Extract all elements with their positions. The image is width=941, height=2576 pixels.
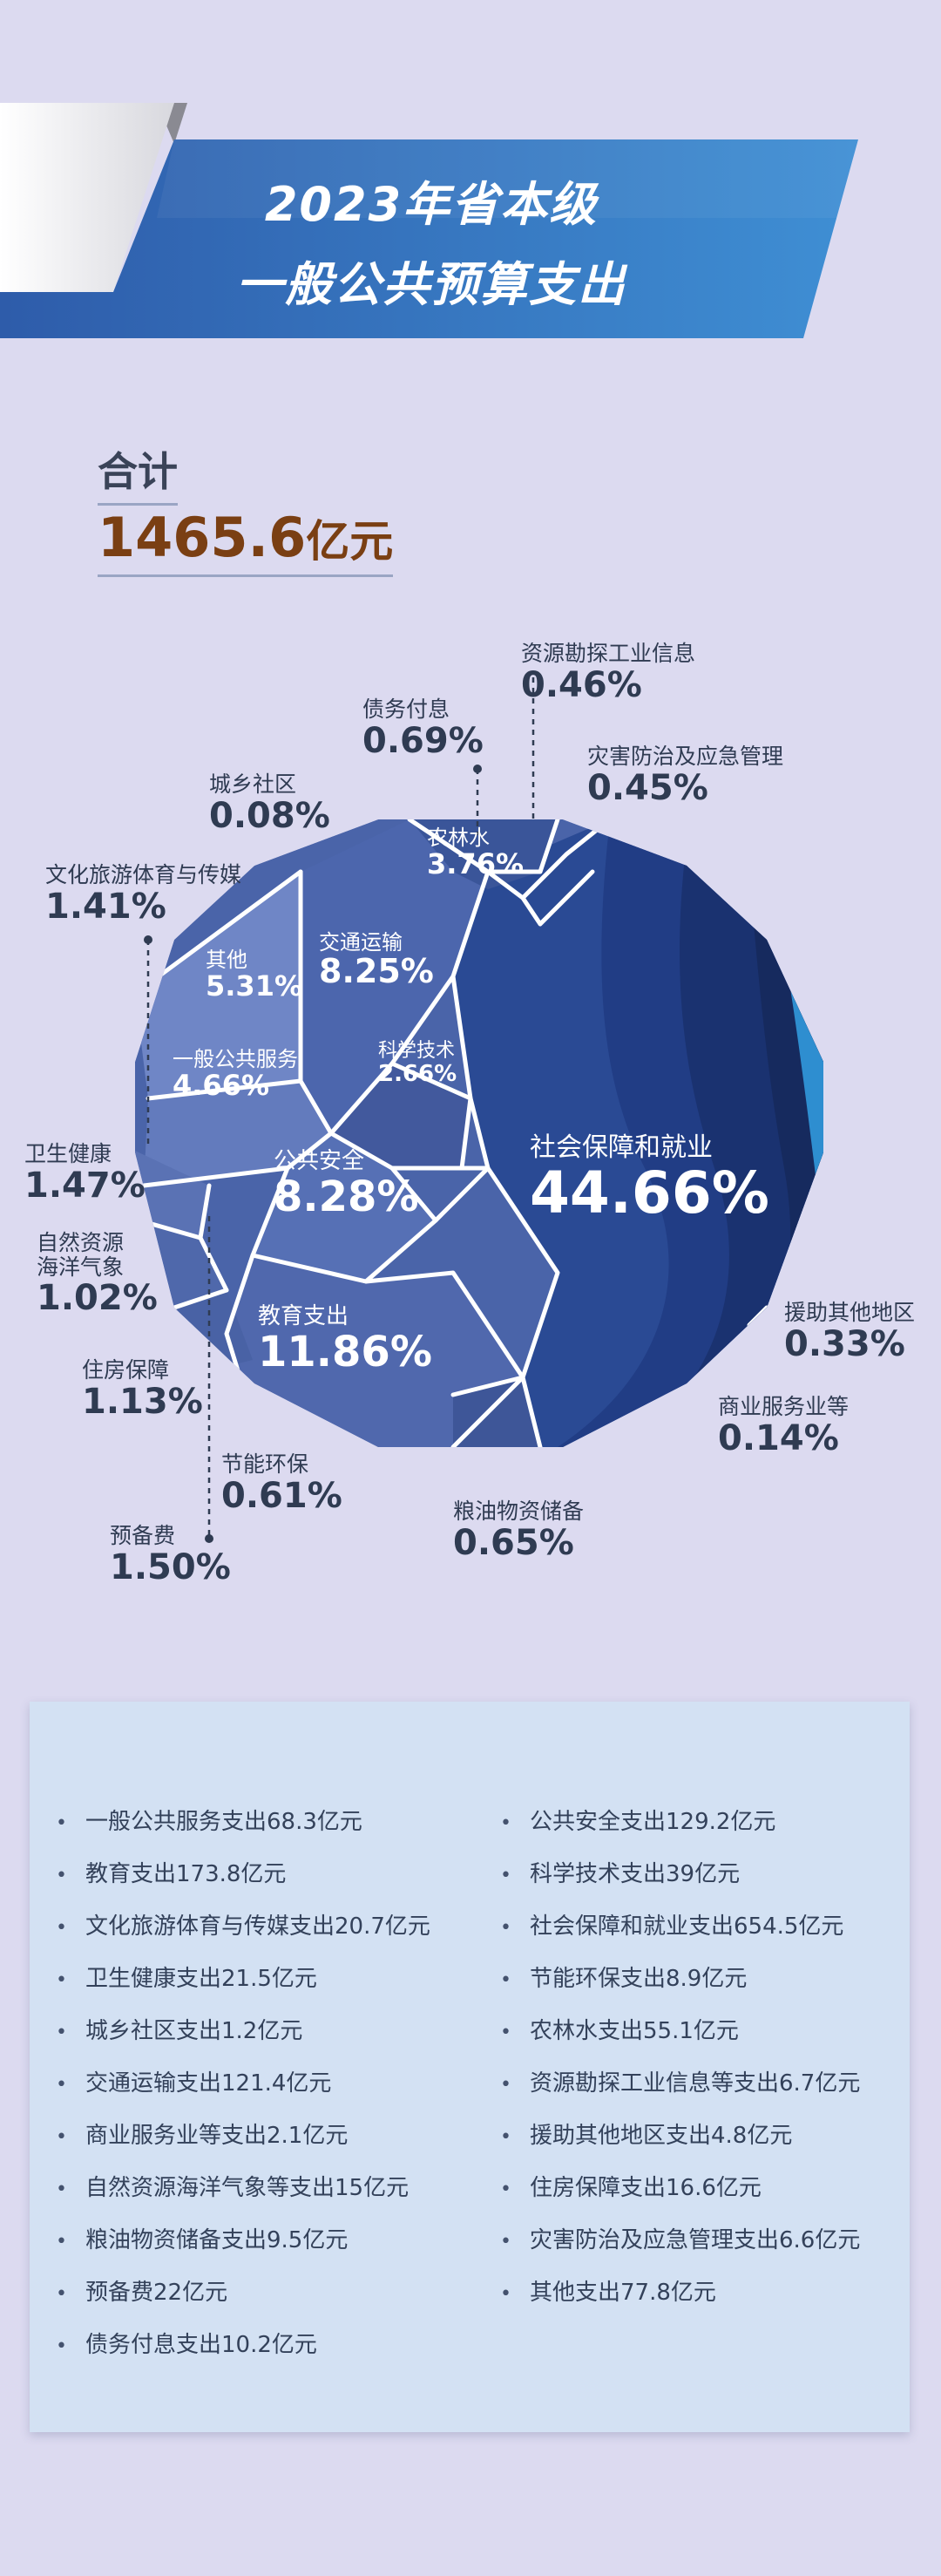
label-zhufang: 住房保障 1.13% [82,1357,203,1422]
budget-chart: 社会保障和就业 44.66% 教育支出 11.86% 公共安全 8.28% 交通运输 8… [0,610,941,1613]
cell-weisheng [135,1151,209,1238]
header-banner: 2023年省本级 一般公共预算支出 [0,0,941,366]
list-item: 城乡社区支出1.2亿元 [56,2005,430,2057]
label-zaihai: 灾害防治及应急管理 0.45% [587,744,784,808]
label-jiaoyu: 教育支出 11.86% [258,1303,432,1376]
list-item: 灾害防治及应急管理支出6.6亿元 [500,2214,860,2267]
chart-svg [135,677,823,1543]
list-item: 科学技术支出39亿元 [500,1848,860,1900]
label-yiban: 一般公共服务 4.66% [173,1047,298,1103]
total-unit: 亿元 [306,516,394,567]
label-yubei: 预备费 1.50% [110,1523,231,1587]
title-line-1: 2023年省本级 [264,177,599,232]
label-jieneng: 节能环保 0.61% [221,1451,342,1516]
title-line-2: 一般公共预算支出 [236,257,626,312]
label-chengxiang: 城乡社区 0.08% [209,771,330,836]
label-zhaiwu: 债务付息 0.69% [362,697,484,761]
list-item: 文化旅游体育与传媒支出20.7亿元 [56,1900,430,1953]
label-qita: 其他 5.31% [206,948,303,1003]
cell-ziran [139,1220,227,1308]
detail-list-right: 公共安全支出129.2亿元 科学技术支出39亿元 社会保障和就业支出654.5亿… [500,1796,860,2319]
list-item: 自然资源海洋气象等支出15亿元 [56,2162,430,2214]
total-number: 1465.6 [98,506,307,569]
cell-jiaotong [301,819,488,1133]
list-item: 债务付息支出10.2亿元 [56,2319,430,2371]
banner-shape [0,103,858,338]
label-wenhua: 文化旅游体育与传媒 1.41% [45,862,242,927]
cell-liangyou [453,1377,540,1447]
list-item: 教育支出173.8亿元 [56,1848,430,1900]
cell-gongan [253,1133,436,1281]
cell-qita [135,872,301,1098]
list-item: 预备费22亿元 [56,2267,430,2319]
cell-jiaoyu [227,1255,523,1447]
label-ziyuan: 资源勘探工业信息 0.46% [521,641,696,705]
list-item: 公共安全支出129.2亿元 [500,1796,860,1848]
list-item: 农林水支出55.1亿元 [500,2005,860,2057]
list-item: 商业服务业等支出2.1亿元 [56,2110,430,2162]
label-jiaotong: 交通运输 8.25% [319,930,434,991]
label-shehui: 社会保障和就业 44.66% [530,1132,769,1227]
leader-lines [146,677,535,1539]
leader-dots [144,765,482,1543]
cell-keji [331,1064,470,1168]
list-item: 援助其他地区支出4.8亿元 [500,2110,860,2162]
list-item: 社会保障和就业支出654.5亿元 [500,1900,860,1953]
cell-shehui-5 [767,950,823,1395]
detail-panel: 一般公共服务支出68.3亿元 教育支出173.8亿元 文化旅游体育与传媒支出20… [30,1702,910,2432]
cell-borders [135,819,769,1447]
total-label: 合计 [98,440,178,506]
list-item: 卫生健康支出21.5亿元 [56,1953,430,2005]
label-keji: 科学技术 2.66% [378,1040,457,1088]
list-item: 粮油物资储备支出9.5亿元 [56,2214,430,2267]
total-value: 1465.6亿元 [98,506,394,577]
list-item: 资源勘探工业信息等支出6.7亿元 [500,2057,860,2110]
label-gongan: 公共安全 8.28% [274,1148,419,1221]
label-liangyou: 粮油物资储备 0.65% [453,1499,585,1563]
label-ziran: 自然资源 海洋气象 1.02% [37,1230,158,1318]
label-nonglin: 农林水 3.76% [427,826,525,881]
label-shangye: 商业服务业等 0.14% [718,1394,850,1458]
detail-list-left: 一般公共服务支出68.3亿元 教育支出173.8亿元 文化旅游体育与传媒支出20… [56,1796,430,2371]
list-item: 节能环保支出8.9亿元 [500,1953,860,2005]
cell-yiban [144,1081,331,1186]
list-item: 其他支出77.8亿元 [500,2267,860,2319]
label-weisheng: 卫生健康 1.47% [24,1141,146,1206]
list-item: 一般公共服务支出68.3亿元 [56,1796,430,1848]
list-item: 交通运输支出121.4亿元 [56,2057,430,2110]
list-item: 住房保障支出16.6亿元 [500,2162,860,2214]
label-yuanzhu: 援助其他地区 0.33% [784,1300,916,1364]
